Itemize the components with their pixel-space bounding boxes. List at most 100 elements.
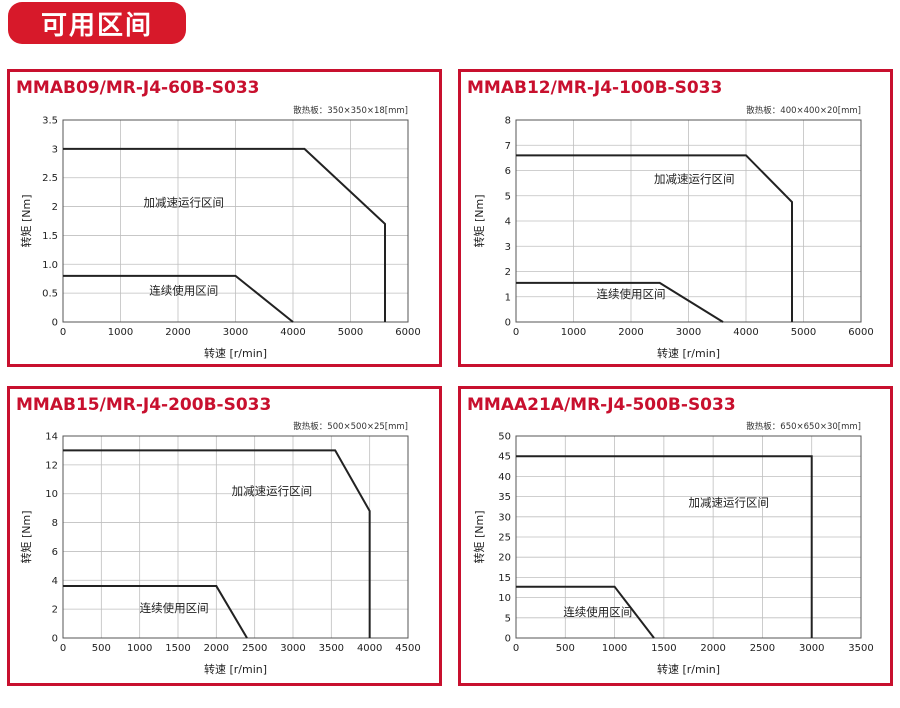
y-tick-label: 40	[498, 472, 511, 483]
x-tick-label: 3000	[676, 327, 701, 338]
torque-chart: 散热板：400×400×20[mm] 0 1000 2000 3000 4000 5000 6…	[472, 105, 874, 360]
y-tick-label: 0	[505, 318, 511, 329]
accel-decel-region-label: 加减速运行区间	[654, 172, 735, 186]
x-tick-label: 3500	[319, 643, 344, 654]
y-tick-label: 0	[52, 634, 58, 645]
x-tick-label: 1000	[108, 327, 133, 338]
x-tick-label: 5000	[338, 327, 363, 338]
y-tick-label: 45	[498, 452, 511, 463]
chart-panel-mmab09: MMAB09/MR-J4-60B-S033 散热板：350×350×18[mm]…	[7, 69, 442, 367]
chart-title: MMAB09/MR-J4-60B-S033	[16, 78, 260, 98]
continuous-region-line	[516, 585, 655, 639]
x-tick-label: 6000	[848, 327, 873, 338]
x-axis-label: 转速 [r/min]	[204, 346, 267, 360]
y-axis-label: 转矩 [Nm]	[19, 510, 33, 563]
torque-chart: 散热板：650×650×30[mm]0 500 1000 1500 2000 2500 30…	[472, 421, 874, 676]
continuous-region-line	[516, 281, 724, 323]
x-tick-label: 0	[60, 643, 66, 654]
chart-title: MMAA21A/MR-J4-500B-S033	[467, 395, 736, 415]
chart-title: MMAB12/MR-J4-100B-S033	[467, 78, 723, 98]
chart-subtitle: 散热板：500×500×25[mm]	[293, 421, 408, 432]
chart-title: MMAB15/MR-J4-200B-S033	[16, 395, 272, 415]
chart-panel-mmaa21a: MMAA21A/MR-J4-500B-S033 散热板：650×650×30[m…	[458, 386, 893, 686]
y-tick-label: 3	[52, 144, 58, 155]
y-tick-label: 6	[52, 547, 58, 558]
accel-decel-region-line	[63, 147, 386, 322]
page-heading: 可用区间	[8, 2, 186, 44]
y-tick-label: 0	[52, 318, 58, 329]
x-tick-label: 0	[60, 327, 66, 338]
y-tick-label: 3	[505, 242, 511, 253]
y-axis-label: 转矩 [Nm]	[472, 194, 486, 247]
x-tick-label: 2000	[204, 643, 229, 654]
continuous-region-label: 连续使用区间	[563, 605, 632, 619]
x-tick-label: 2000	[165, 327, 190, 338]
x-tick-label: 0	[513, 327, 519, 338]
x-tick-label: 5000	[791, 327, 816, 338]
y-tick-label: 7	[505, 141, 511, 152]
chart-panel-mmab15: MMAB15/MR-J4-200B-S033 散热板：500×500×25[mm…	[7, 386, 442, 686]
plot-frame	[62, 119, 409, 323]
x-axis-label: 转速 [r/min]	[204, 662, 267, 676]
y-tick-label: 0	[505, 634, 511, 645]
continuous-region-label: 连续使用区间	[140, 601, 209, 615]
y-tick-label: 8	[52, 518, 58, 529]
x-tick-label: 1000	[602, 643, 627, 654]
plot-frame	[515, 435, 862, 639]
x-axis-label: 转速 [r/min]	[657, 662, 720, 676]
x-tick-label: 3500	[848, 643, 873, 654]
continuous-region-line	[63, 274, 294, 323]
x-tick-label: 2000	[700, 643, 725, 654]
y-tick-label: 2.5	[42, 173, 58, 184]
x-tick-label: 2500	[750, 643, 775, 654]
chart-subtitle: 散热板：400×400×20[mm]	[746, 105, 861, 116]
accel-decel-region-line	[516, 455, 813, 638]
x-tick-label: 6000	[395, 327, 420, 338]
y-tick-label: 5	[505, 613, 511, 624]
continuous-region-label: 连续使用区间	[149, 283, 218, 297]
x-tick-label: 3000	[223, 327, 248, 338]
y-tick-label: 35	[498, 492, 511, 503]
x-tick-label: 4000	[357, 643, 382, 654]
x-axis-label: 转速 [r/min]	[657, 346, 720, 360]
torque-chart: 散热板：500×500×25[mm] 0 500 1000 1500 2000 2500 30…	[19, 421, 421, 676]
x-tick-label: 0	[513, 643, 519, 654]
x-tick-label: 3000	[799, 643, 824, 654]
y-tick-label: 10	[45, 489, 58, 500]
y-axis-label: 转矩 [Nm]	[472, 510, 486, 563]
y-tick-label: 2	[52, 605, 58, 616]
y-tick-label: 30	[498, 512, 511, 523]
x-tick-label: 2000	[618, 327, 643, 338]
y-tick-label: 12	[45, 460, 58, 471]
accel-decel-region-line	[63, 449, 371, 638]
y-tick-label: 20	[498, 553, 511, 564]
y-tick-label: 1.5	[42, 231, 58, 242]
x-tick-label: 1500	[165, 643, 190, 654]
y-axis-label: 转矩 [Nm]	[19, 194, 33, 247]
x-tick-label: 1000	[561, 327, 586, 338]
y-tick-label: 2	[52, 202, 58, 213]
continuous-region-label: 连续使用区间	[597, 287, 666, 301]
chart-subtitle: 散热板：650×650×30[mm]	[746, 421, 861, 432]
x-tick-label: 3000	[280, 643, 305, 654]
x-tick-label: 2500	[242, 643, 267, 654]
y-tick-label: 15	[498, 573, 511, 584]
y-tick-label: 4	[52, 576, 58, 587]
x-tick-label: 1500	[651, 643, 676, 654]
x-tick-label: 500	[556, 643, 575, 654]
x-tick-label: 4000	[280, 327, 305, 338]
y-tick-label: 10	[498, 593, 511, 604]
y-tick-label: 25	[498, 533, 511, 544]
y-tick-label: 50	[498, 432, 511, 443]
plot-frame	[515, 119, 862, 323]
y-tick-label: 0.5	[42, 289, 58, 300]
torque-chart: 散热板：350×350×18[mm] 0 1000 2000 3000 4000 5000 6…	[19, 105, 421, 360]
y-tick-label: 14	[45, 432, 58, 443]
y-tick-label: 5	[505, 191, 511, 202]
chart-panel-mmab12: MMAB12/MR-J4-100B-S033 散热板：400×400×20[mm…	[458, 69, 893, 367]
chart-subtitle: 散热板：350×350×18[mm]	[293, 105, 408, 116]
y-tick-label: 1	[505, 292, 511, 303]
x-tick-label: 4500	[395, 643, 420, 654]
plot-frame	[62, 435, 409, 639]
y-tick-label: 3.5	[42, 116, 58, 127]
